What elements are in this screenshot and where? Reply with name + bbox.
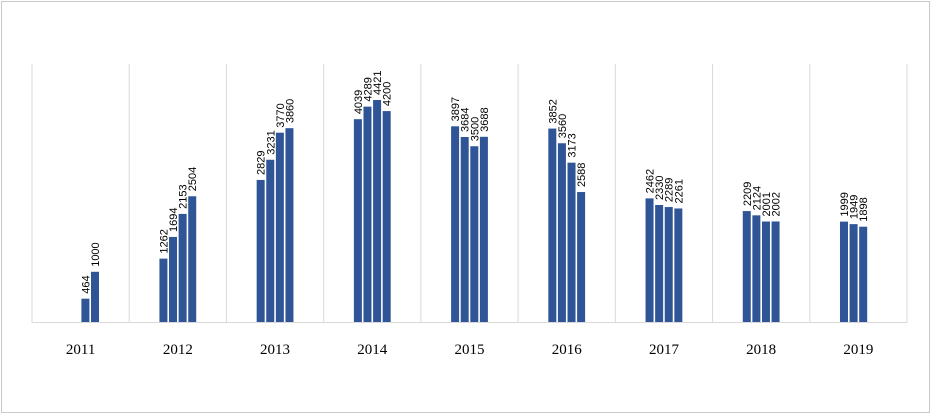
- data-label: 2330: [654, 176, 666, 200]
- bar-2014-1: [353, 119, 362, 323]
- data-label: 3897: [450, 97, 462, 121]
- x-tick-label-2012: 2012: [163, 342, 193, 358]
- bar-2013-4: [285, 128, 294, 322]
- data-label: 2124: [751, 186, 763, 210]
- bar-2018-3: [761, 221, 770, 322]
- data-label: 1999: [839, 192, 851, 216]
- bar-2017-4: [674, 208, 683, 322]
- data-label: 3860: [284, 99, 296, 123]
- data-label: 2261: [673, 179, 685, 203]
- bar-2012-1: [159, 258, 168, 322]
- data-label: 4200: [382, 82, 394, 106]
- bar-2019-3: [859, 226, 868, 322]
- data-label: 2289: [664, 178, 676, 202]
- bar-2015-4: [479, 136, 488, 322]
- data-label: 3500: [469, 117, 481, 141]
- bar-2015-2: [460, 137, 469, 322]
- bar-2014-3: [373, 100, 382, 322]
- bar-2019-2: [849, 224, 858, 322]
- bar-2017-3: [664, 207, 673, 322]
- data-label: 3684: [460, 108, 472, 132]
- data-label: 2462: [645, 169, 657, 193]
- data-label: 1898: [858, 197, 870, 221]
- bar-2019-1: [839, 221, 848, 322]
- bar-2015-3: [470, 146, 479, 322]
- data-label: 2001: [761, 192, 773, 216]
- bar-2018-1: [742, 211, 751, 322]
- bar-2017-1: [645, 198, 654, 322]
- bar-2013-2: [266, 159, 275, 322]
- data-label: 2829: [256, 150, 268, 174]
- x-tick-label-2016: 2016: [552, 342, 583, 358]
- bar-2017-2: [655, 205, 664, 322]
- bar-2016-2: [557, 143, 566, 322]
- data-label: 1000: [90, 242, 102, 266]
- x-tick-label-2017: 2017: [649, 342, 680, 358]
- bar-2014-2: [363, 106, 372, 322]
- data-label: 2153: [178, 184, 190, 208]
- data-label: 2002: [771, 192, 783, 216]
- bar-2011-1: [81, 298, 90, 322]
- data-label: 1949: [849, 195, 861, 219]
- data-label: 3231: [265, 130, 277, 154]
- data-label: 1262: [158, 229, 170, 253]
- data-label: 3852: [547, 99, 559, 123]
- x-tick-label-2015: 2015: [455, 342, 485, 358]
- data-label: 4039: [353, 90, 365, 114]
- data-label: 3770: [275, 103, 287, 127]
- data-label: 2209: [742, 182, 754, 206]
- bar-2016-4: [577, 192, 586, 322]
- data-label: 4289: [362, 77, 374, 101]
- bar-2011-2: [91, 271, 100, 322]
- data-label: 1694: [168, 207, 180, 231]
- x-tick-label-2011: 2011: [66, 342, 95, 358]
- x-tick-label-2018: 2018: [746, 342, 776, 358]
- data-label: 3560: [557, 114, 569, 138]
- x-tick-label-2014: 2014: [357, 342, 388, 358]
- data-label: 2588: [576, 163, 588, 187]
- bar-2018-2: [752, 215, 761, 322]
- bar-2012-3: [178, 213, 187, 322]
- bar-2014-4: [382, 111, 391, 322]
- bar-2016-3: [567, 162, 576, 322]
- x-tick-label-2013: 2013: [260, 342, 290, 358]
- bar-2012-4: [188, 196, 197, 322]
- data-label: 3688: [479, 107, 491, 131]
- data-label: 4421: [372, 71, 384, 95]
- bar-2018-4: [771, 221, 780, 322]
- x-tick-label-2019: 2019: [843, 342, 873, 358]
- data-label: 3173: [567, 133, 579, 157]
- bar-2013-1: [256, 179, 265, 322]
- bar-2016-1: [548, 128, 557, 322]
- bar-2015-1: [451, 126, 460, 322]
- data-label: 2504: [187, 167, 199, 191]
- data-label: 464: [80, 275, 92, 293]
- bar-2012-2: [169, 236, 178, 322]
- bar-2013-3: [275, 132, 284, 322]
